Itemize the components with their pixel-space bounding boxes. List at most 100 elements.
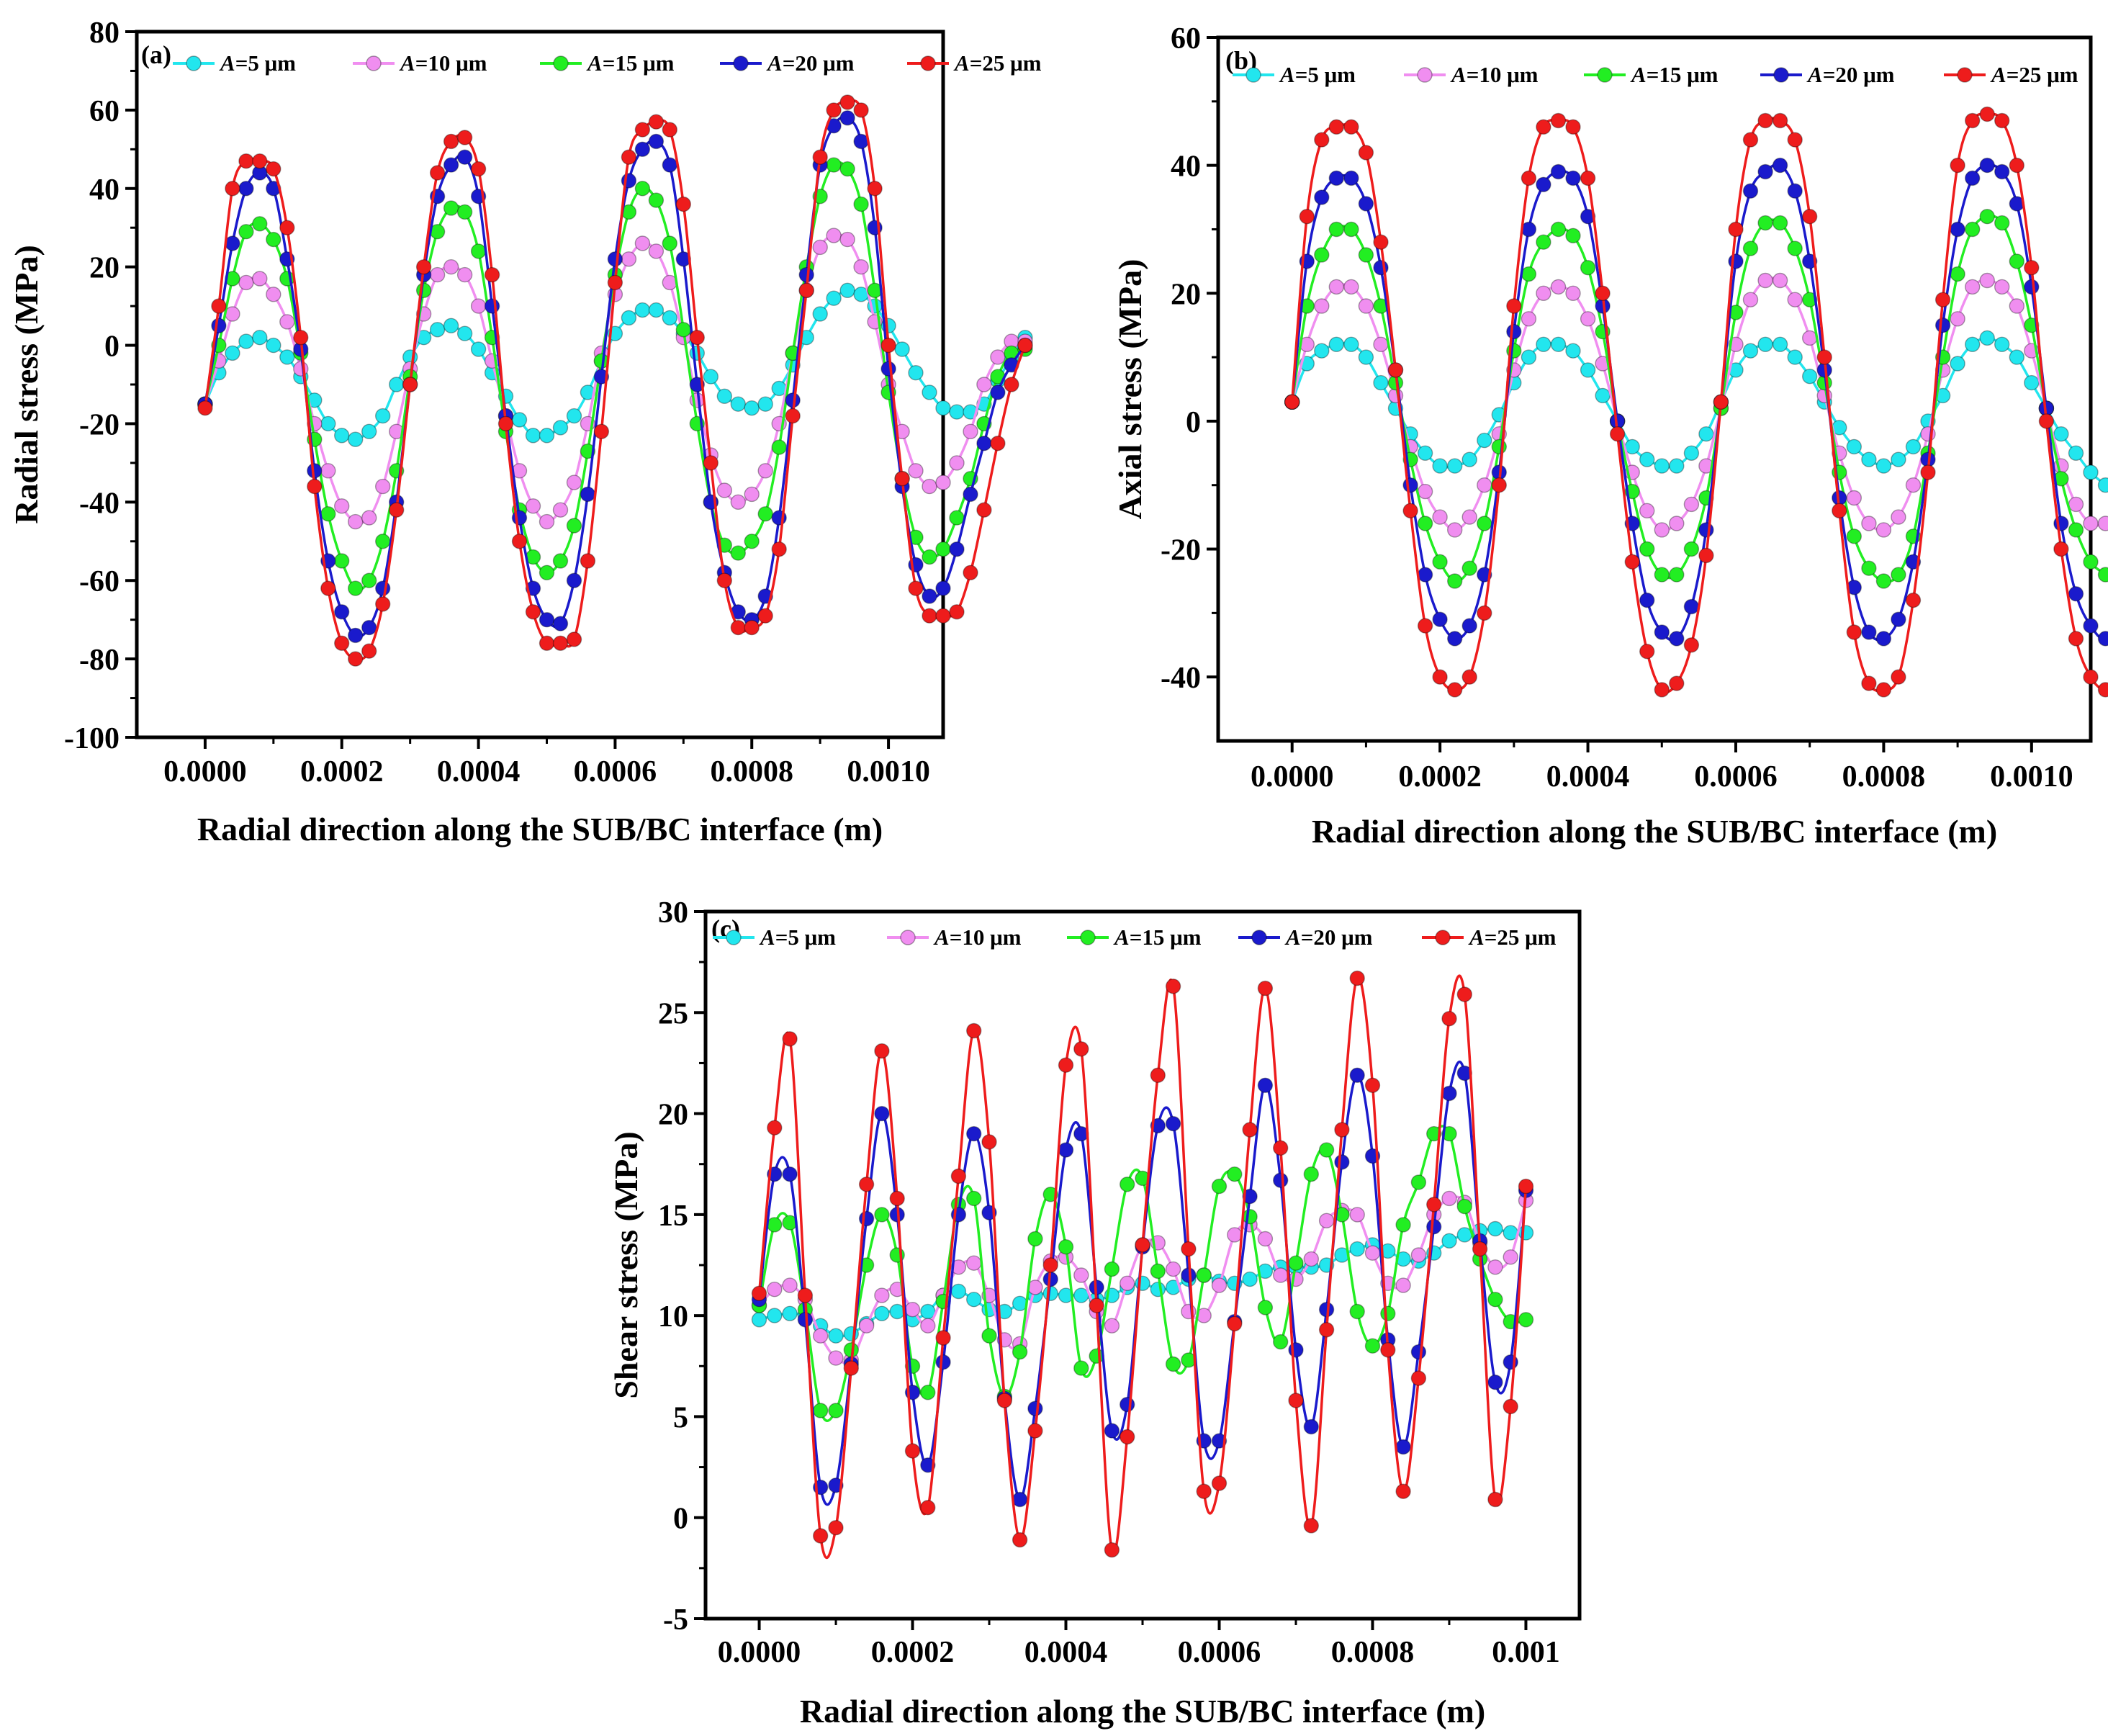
data-point [1787, 292, 1803, 307]
data-point [552, 420, 569, 436]
data-point [990, 384, 1006, 400]
data-point [1417, 567, 1433, 583]
y-axis-label: Axial stress (MPa) [1112, 259, 1148, 520]
data-point [1669, 675, 1685, 691]
legend-variable: A [759, 925, 775, 950]
data-point [1328, 336, 1345, 352]
data-point [782, 1031, 798, 1047]
data-point [826, 290, 842, 306]
data-point [1461, 451, 1477, 467]
data-point [716, 388, 732, 404]
data-point [1669, 458, 1685, 474]
data-point [935, 475, 951, 490]
data-point [798, 282, 814, 298]
data-point [1349, 1303, 1365, 1320]
legend-label: A=5 μm [759, 925, 836, 950]
data-point [1861, 451, 1877, 467]
data-point [1472, 1241, 1488, 1257]
data-point [1349, 970, 1365, 986]
data-point [1950, 221, 1965, 238]
data-point [375, 408, 391, 424]
data-point [1027, 1423, 1043, 1439]
series-line [1291, 276, 2108, 532]
data-point [456, 130, 473, 145]
data-point [1742, 240, 1759, 256]
data-point [1503, 1398, 1518, 1415]
data-point [1487, 1291, 1503, 1308]
data-point [1373, 234, 1389, 250]
x-axis-label: Radial direction along the SUB/BC interf… [800, 1693, 1485, 1730]
data-point [2024, 279, 2040, 295]
data-point [348, 627, 364, 644]
legend-swatch-marker [366, 55, 382, 71]
data-point [1380, 1305, 1396, 1322]
data-point [525, 428, 541, 444]
legend-value: =5 μm [235, 50, 296, 76]
legend-item: A=15 μm [540, 50, 675, 76]
data-point [1314, 189, 1330, 205]
legend-swatch-marker [1597, 67, 1613, 83]
data-point [1772, 157, 1788, 174]
data-point [1073, 1041, 1089, 1057]
data-point [949, 404, 965, 420]
data-point [1580, 209, 1596, 225]
y-tick-label: 20 [89, 252, 120, 285]
data-point [1299, 209, 1315, 225]
legend: A=5 μm A=10 μm A=15 μm A=20 μm A=25 μm [173, 50, 1042, 76]
data-point [621, 310, 637, 326]
data-point [744, 486, 760, 503]
data-point [1728, 253, 1744, 269]
data-point [853, 102, 869, 118]
data-point [1477, 516, 1492, 531]
data-point [908, 463, 924, 479]
data-point [1349, 1241, 1365, 1257]
data-point [1698, 426, 1714, 442]
data-point [334, 553, 350, 569]
legend-label: A=5 μm [219, 50, 296, 76]
data-point [1683, 598, 1700, 615]
data-point [935, 580, 951, 596]
data-point [757, 506, 773, 522]
data-point [1373, 336, 1389, 352]
data-point [1565, 119, 1581, 135]
data-point [2009, 157, 2025, 174]
data-point [429, 322, 446, 338]
data-point [1242, 1208, 1258, 1225]
data-point [812, 1328, 829, 1344]
data-point [1343, 221, 1359, 238]
data-point [1521, 311, 1537, 327]
data-point [1358, 145, 1374, 161]
data-point [874, 1287, 890, 1303]
data-point [470, 161, 487, 177]
data-point [1334, 1154, 1350, 1170]
y-tick-label: 5 [673, 1401, 688, 1434]
legend-swatch-marker [726, 930, 742, 945]
data-point [1565, 285, 1581, 301]
y-tick-label: -20 [79, 408, 120, 441]
data-point [1580, 362, 1596, 378]
data-point [1257, 1300, 1274, 1316]
data-point [1395, 1217, 1411, 1233]
data-point [1669, 516, 1685, 531]
legend-value: =10 μm [415, 50, 487, 76]
data-point [566, 408, 582, 424]
data-point [716, 572, 732, 588]
data-point [1964, 221, 1981, 238]
data-point [1669, 567, 1685, 583]
data-point [580, 553, 596, 569]
data-point [1580, 311, 1596, 327]
data-point [1314, 298, 1330, 314]
data-point [443, 318, 459, 333]
data-point [1387, 362, 1404, 378]
data-point [1639, 541, 1655, 557]
data-point [1518, 1178, 1534, 1195]
data-point [607, 274, 623, 291]
data-point [843, 1360, 860, 1376]
x-tick-label: 0.0010 [1990, 760, 2073, 793]
data-point [1757, 163, 1773, 180]
data-point [1595, 387, 1611, 404]
data-point [880, 337, 896, 354]
data-point [361, 572, 377, 588]
data-point [1303, 1166, 1320, 1182]
data-point [525, 498, 541, 514]
